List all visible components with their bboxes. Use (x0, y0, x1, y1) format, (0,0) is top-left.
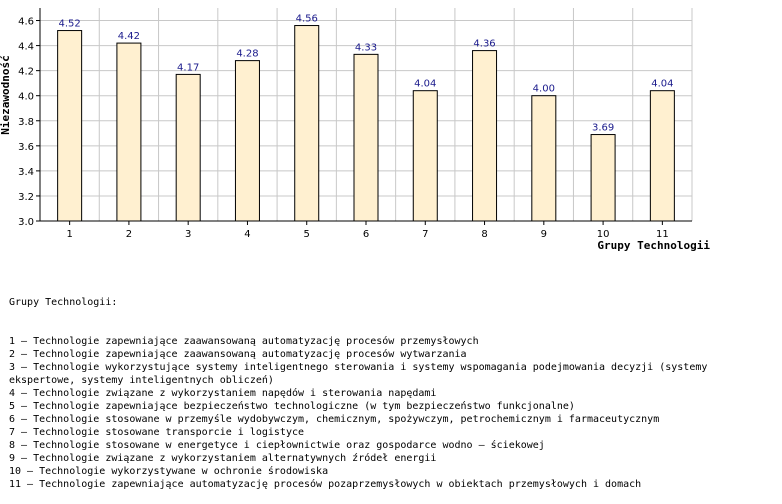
y-tick-label: 3.8 (18, 117, 34, 128)
legend-item: 1 – Technologie zapewniające zaawansowan… (9, 336, 479, 347)
x-axis-title: Grupy Technologii (597, 239, 710, 252)
x-tick-label: 1 (66, 229, 72, 240)
bar (649, 90, 675, 222)
value-label: 4.56 (296, 14, 318, 25)
legend-item: 9 – Technologie związane z wykorzystanie… (9, 453, 437, 464)
x-tick-label: 2 (126, 229, 132, 240)
x-tick-label: 8 (481, 229, 487, 240)
legend-items: 1 – Technologie zapewniające zaawansowan… (9, 335, 779, 491)
value-label: 4.52 (59, 19, 81, 30)
legend-item: 3 – Technologie wykorzystujące systemy i… (9, 362, 714, 386)
value-label: 4.04 (414, 79, 436, 90)
value-label: 4.28 (236, 49, 258, 60)
bar (234, 60, 260, 222)
bar (472, 50, 498, 222)
x-tick-label: 10 (597, 229, 610, 240)
bar-chart: 4.524.424.174.284.564.334.044.364.003.69… (0, 8, 710, 252)
y-tick-label: 3.6 (18, 142, 34, 153)
bar (57, 30, 83, 222)
bar (531, 95, 557, 222)
x-tick-label: 11 (656, 229, 669, 240)
x-tick-label: 7 (422, 229, 428, 240)
legend-item: 5 – Technologie zapewniające bezpieczeńs… (9, 401, 575, 412)
value-label: 4.17 (177, 62, 199, 73)
x-tick-label: 9 (541, 229, 547, 240)
bar (294, 25, 320, 222)
legend-title: Grupy Technologii: (9, 297, 118, 308)
y-tick-label: 4.6 (18, 17, 34, 28)
y-tick-label: 4.2 (18, 67, 34, 78)
axes-group: 3.0 3.2 3.4 3.6 3.8 4.0 4.2 4.4 4.6 1 2 3 4 5 6 7 8 9 10 11 (18, 8, 692, 240)
legend-item: 2 – Technologie zapewniające zaawansowan… (9, 349, 467, 360)
bar (175, 73, 201, 222)
legend-item: 11 – Technologie zapewniające automatyza… (9, 479, 642, 490)
bar (412, 90, 438, 222)
legend-block: Grupy Technologii: 1 – Technologie zapew… (9, 270, 779, 504)
value-label: 4.42 (118, 31, 140, 42)
bar (353, 53, 379, 222)
legend-item: 10 – Technologie wykorzystywane w ochron… (9, 466, 329, 477)
legend-item: 6 – Technologie stosowane w przemyśle wy… (9, 414, 660, 425)
y-tick-label: 3.2 (18, 192, 34, 203)
value-label: 4.04 (651, 79, 673, 90)
x-tick-label: 6 (363, 229, 369, 240)
y-tick-label: 3.4 (18, 167, 34, 178)
value-label: 4.33 (355, 42, 377, 53)
bars-group (57, 25, 675, 222)
value-label: 3.69 (592, 123, 614, 134)
bar (116, 42, 142, 222)
value-label: 4.00 (533, 84, 555, 95)
y-tick-label: 4.0 (18, 92, 34, 103)
y-tick-label: 4.4 (18, 42, 34, 53)
value-labels-group: 4.52 4.42 4.17 4.28 4.56 4.33 4.04 4.36 4.00 3.69… (59, 14, 674, 134)
bar (590, 134, 616, 222)
y-axis-title: Niezawodność (0, 55, 12, 135)
x-tick-label: 5 (304, 229, 310, 240)
y-tick-label: 3.0 (18, 217, 34, 228)
legend-item: 7 – Technologie stosowane transporcie i … (9, 427, 305, 438)
x-tick-label: 4 (244, 229, 250, 240)
value-label: 4.36 (473, 39, 495, 50)
legend-item: 4 – Technologie związane z wykorzystanie… (9, 388, 437, 399)
x-tick-label: 3 (185, 229, 191, 240)
